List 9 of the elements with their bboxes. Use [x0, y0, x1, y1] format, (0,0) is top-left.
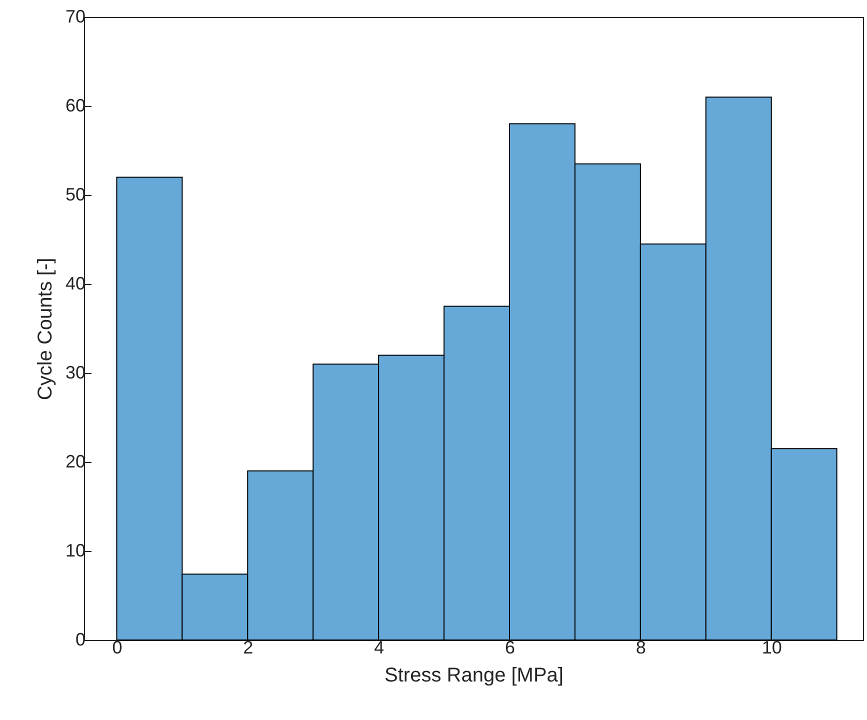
x-tick-label: 6	[504, 638, 516, 658]
x-tick-label: 10	[762, 638, 782, 658]
x-axis-title: Stress Range [MPa]	[384, 664, 564, 686]
y-tick-label: 70	[65, 6, 86, 26]
x-tick-label: 8	[636, 638, 646, 658]
y-axis-title: Cycle Counts [-]	[34, 258, 56, 400]
x-tick-label: 4	[374, 638, 384, 658]
x-tick-label: 0	[112, 638, 122, 658]
x-tick-label: 2	[243, 638, 254, 658]
